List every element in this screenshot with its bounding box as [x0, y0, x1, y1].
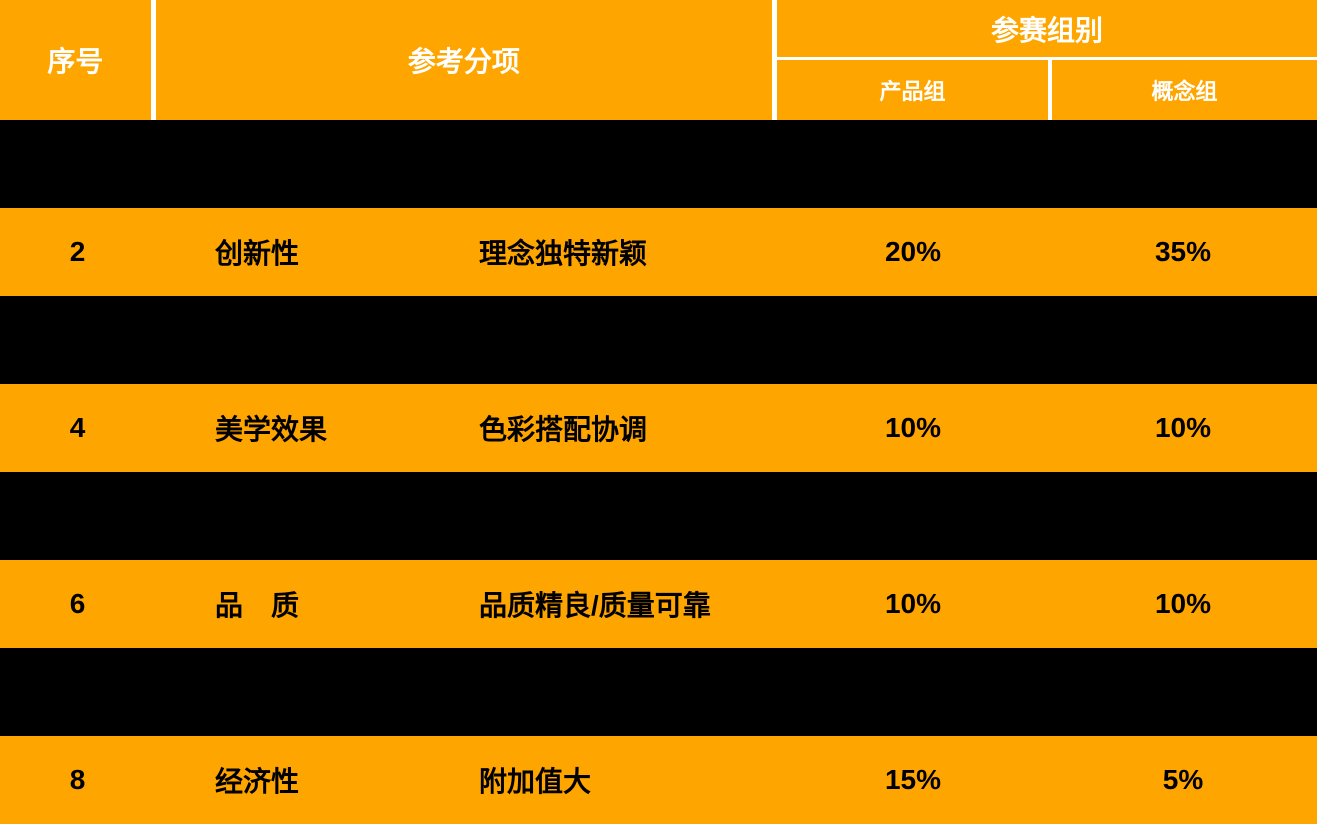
cell-category: 美学效果 — [215, 414, 328, 445]
cell-serial: 8 — [69, 764, 86, 795]
header-subgroup-product: 产品组 — [777, 60, 1048, 120]
header-group-block: 参赛组别 产品组 概念组 — [777, 0, 1317, 120]
cell-concept-weight: 35% — [1154, 236, 1212, 267]
cell-description: 附加值大 — [479, 766, 592, 797]
cell-description: 色彩搭配协调 — [479, 414, 648, 445]
cell-product-weight: 10% — [884, 588, 942, 619]
cell-serial: 4 — [69, 412, 86, 443]
redacted-row-7 — [0, 648, 1317, 736]
header-serial: 序号 — [0, 0, 151, 120]
cell-serial: 6 — [69, 588, 86, 619]
row-divider — [777, 57, 1317, 60]
table-row-2: 2 创新性 理念独特新颖 20% 35% — [0, 208, 1317, 296]
column-divider — [772, 0, 777, 120]
redacted-row-1 — [0, 120, 1317, 208]
cell-concept-weight: 10% — [1154, 412, 1212, 443]
cell-concept-weight: 10% — [1154, 588, 1212, 619]
redacted-row-3 — [0, 296, 1317, 384]
column-divider — [1048, 60, 1052, 120]
cell-category: 品 质 — [215, 590, 300, 621]
header-group-title: 参赛组别 — [777, 0, 1317, 57]
cell-description: 品质精良/质量可靠 — [479, 590, 711, 621]
cell-product-weight: 20% — [884, 236, 942, 267]
cell-description: 理念独特新颖 — [479, 238, 648, 269]
table-header: 序号 参考分项 参赛组别 产品组 概念组 — [0, 0, 1317, 120]
table-row-4: 4 美学效果 色彩搭配协调 10% 10% — [0, 384, 1317, 472]
table-row-8: 8 经济性 附加值大 15% 5% — [0, 736, 1317, 824]
table-row-6: 6 品 质 品质精良/质量可靠 10% 10% — [0, 560, 1317, 648]
cell-product-weight: 15% — [884, 764, 942, 795]
cell-concept-weight: 5% — [1162, 764, 1204, 795]
header-subgroup-row: 产品组 概念组 — [777, 60, 1317, 120]
header-subgroup-concept: 概念组 — [1052, 60, 1317, 120]
cell-serial: 2 — [69, 236, 86, 267]
cell-product-weight: 10% — [884, 412, 942, 443]
column-divider — [150, 0, 156, 120]
header-item: 参考分项 — [155, 0, 772, 120]
cell-category: 创新性 — [215, 238, 300, 269]
redacted-row-5 — [0, 472, 1317, 560]
cell-category: 经济性 — [215, 766, 300, 797]
